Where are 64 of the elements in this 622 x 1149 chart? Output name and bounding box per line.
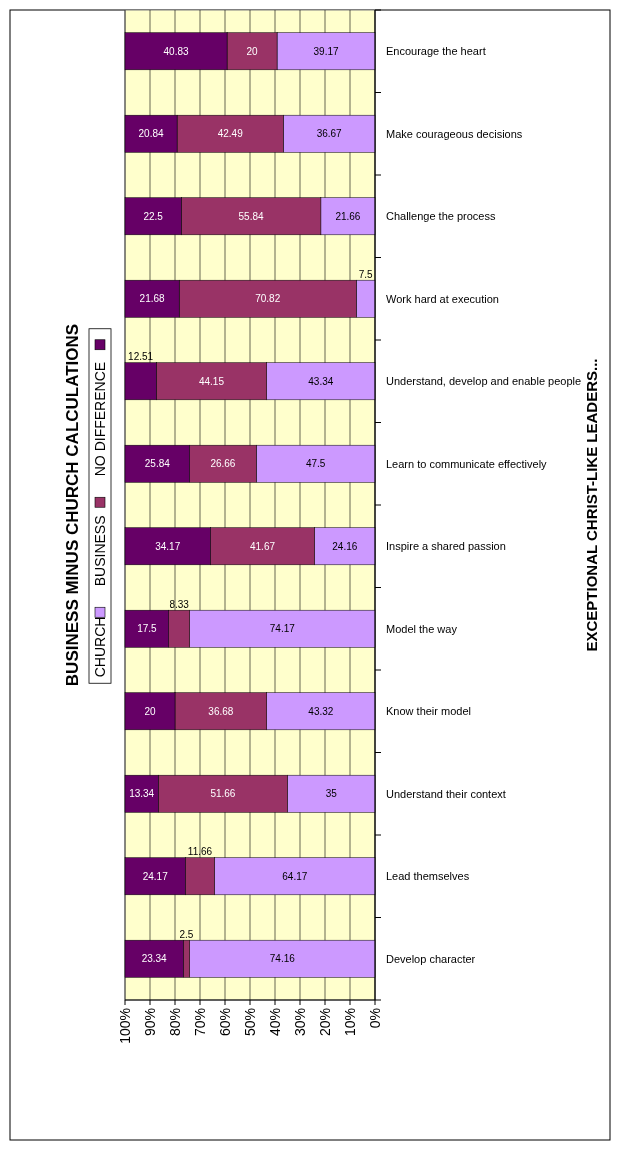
data-label: 34.17 — [155, 540, 181, 552]
y-tick-label: Model the way — [386, 622, 458, 635]
x-tick-label: 60% — [216, 1008, 233, 1037]
y-tick-label: Inspire a shared passion — [386, 540, 506, 553]
data-label: 55.84 — [238, 210, 264, 222]
legend-label: BUSINESS — [91, 515, 108, 587]
y-tick-label: Make courageous decisions — [386, 127, 523, 140]
data-label: 20 — [144, 705, 156, 717]
x-tick-label: 20% — [316, 1008, 333, 1037]
data-label: 39.17 — [313, 45, 339, 57]
x-tick-label: 90% — [141, 1008, 158, 1037]
data-label: 8.33 — [169, 598, 190, 610]
data-label: 21.66 — [335, 210, 361, 222]
y-tick-label: Know their model — [386, 705, 471, 718]
x-tick-label: 50% — [241, 1008, 258, 1037]
data-label: 2.5 — [179, 928, 194, 940]
data-label: 20.84 — [138, 128, 164, 140]
y-tick-label: Understand their context — [386, 787, 506, 800]
x-tick-label: 40% — [266, 1008, 283, 1037]
x-tick-label: 10% — [341, 1008, 358, 1037]
legend-label: CHURCH — [91, 616, 108, 678]
data-label: 24.16 — [332, 540, 358, 552]
data-label: 51.66 — [210, 788, 236, 800]
data-label: 36.68 — [208, 705, 234, 717]
data-label: 17.5 — [137, 623, 158, 635]
data-label: 7.5 — [358, 268, 374, 280]
y-tick-label: Lead themselves — [386, 870, 470, 883]
x-tick-label: 80% — [166, 1008, 183, 1037]
data-label: 26.66 — [210, 458, 236, 470]
data-label: 40.83 — [163, 45, 189, 57]
data-label: 44.15 — [198, 375, 225, 387]
data-label: 74.17 — [269, 623, 296, 635]
data-label: 23.34 — [141, 953, 168, 965]
data-label: 43.32 — [308, 705, 334, 717]
data-label: 22.5 — [143, 210, 164, 222]
x-tick-label: 30% — [291, 1008, 308, 1037]
data-label: 74.16 — [269, 953, 296, 965]
y-axis-title: EXCEPTIONAL CHRIST-LIKE LEADERS... — [583, 358, 601, 652]
data-label: 47.5 — [305, 458, 326, 470]
y-tick-label: Encourage the heart — [386, 45, 486, 58]
data-label: 13.34 — [129, 788, 155, 800]
text: BUSINESS MINUS CHURCH CALCULATIONS — [62, 323, 82, 687]
data-label: 43.34 — [308, 375, 334, 387]
x-tick-label: 0% — [366, 1008, 383, 1029]
y-tick-label: Learn to communicate effectively — [386, 457, 548, 470]
y-tick-label: Develop character — [386, 952, 476, 965]
data-label: 11.66 — [187, 846, 213, 858]
data-label: 35 — [325, 788, 338, 800]
data-label: 20 — [246, 45, 259, 57]
data-label: 42.49 — [217, 128, 244, 140]
y-tick-label: Challenge the process — [386, 210, 496, 223]
data-label: 21.68 — [139, 293, 166, 305]
data-label: 25.84 — [144, 458, 171, 470]
x-tick-label: 100% — [116, 1008, 133, 1044]
data-label: 41.67 — [250, 540, 276, 552]
data-label: 64.17 — [282, 870, 308, 882]
x-tick-label: 70% — [191, 1008, 208, 1037]
data-label: 12.51 — [128, 351, 154, 363]
y-tick-label: Understand, develop and enable people — [386, 375, 582, 388]
data-label: 24.17 — [142, 870, 169, 882]
data-label: 70.82 — [255, 293, 281, 305]
data-label: 36.67 — [316, 128, 343, 140]
legend-label: NO DIFFERENCE — [91, 361, 108, 477]
y-tick-label: Work hard at execution — [386, 292, 499, 305]
